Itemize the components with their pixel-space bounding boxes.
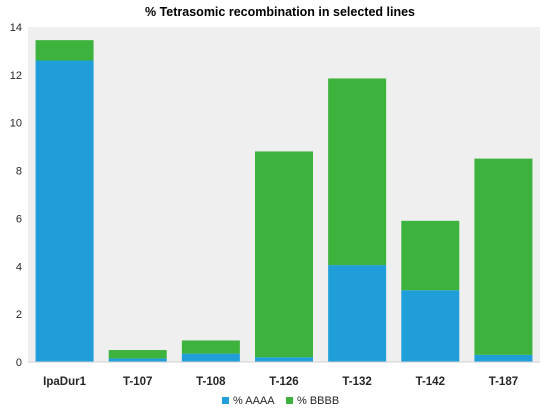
legend-label: % AAAA <box>233 395 275 407</box>
x-tick-label: T-126 <box>269 376 298 388</box>
legend-swatch <box>222 397 229 404</box>
x-tick-label: T-142 <box>416 376 445 388</box>
y-tick-label: 10 <box>10 118 22 130</box>
bar-bbbb-segment <box>35 40 94 61</box>
y-tick-label: 14 <box>10 22 22 34</box>
bar-aaaa-segment <box>255 357 313 362</box>
y-tick-label: 0 <box>16 357 22 369</box>
x-tick-label: IpaDur1 <box>43 376 86 388</box>
bar-bbbb-segment <box>328 78 387 266</box>
legend: % AAAA % BBBB <box>222 395 339 407</box>
bar-aaaa-segment <box>181 353 240 362</box>
legend-swatch <box>286 397 293 404</box>
chart-title: % Tetrasomic recombination in selected l… <box>145 5 415 19</box>
bar-bbbb-segment <box>255 151 313 358</box>
bars <box>35 40 533 362</box>
legend-label: % BBBB <box>297 395 339 407</box>
bar-aaaa-segment <box>474 354 533 362</box>
bar-bbbb-segment <box>108 350 167 359</box>
bar-bbbb-segment <box>474 158 533 355</box>
bar-aaaa-segment <box>108 358 167 362</box>
bar-bbbb-segment <box>181 340 240 354</box>
y-tick-label: 12 <box>10 70 22 82</box>
y-axis: 0 2 4 6 8 10 12 14 <box>10 22 22 369</box>
bar-bbbb-segment <box>401 220 460 291</box>
bar-aaaa-segment <box>401 290 460 362</box>
y-tick-label: 8 <box>16 166 22 178</box>
x-axis: IpaDur1 T-107 T-108 T-126 T-132 T-142 T-187 <box>28 361 540 388</box>
bar-aaaa-segment <box>328 265 387 362</box>
bar-aaaa-segment <box>35 60 94 362</box>
y-tick-label: 2 <box>16 309 22 321</box>
x-tick-label: T-107 <box>123 376 152 388</box>
x-tick-label: T-132 <box>342 376 371 388</box>
x-tick-label: T-108 <box>196 376 226 388</box>
y-tick-label: 4 <box>16 261 22 273</box>
y-tick-label: 6 <box>16 213 22 225</box>
x-tick-label: T-187 <box>489 376 518 388</box>
